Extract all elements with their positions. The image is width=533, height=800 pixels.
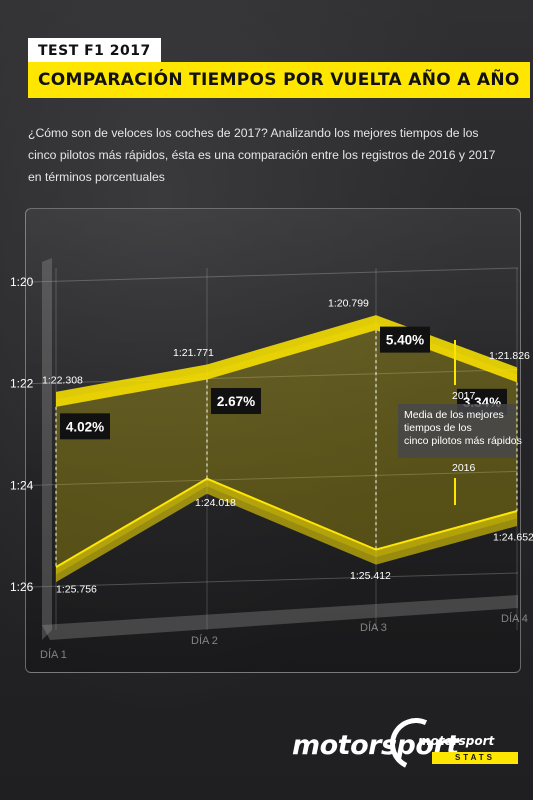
legend-note-line: tiempos de los <box>404 422 472 434</box>
percent-label: 2.67% <box>217 394 255 409</box>
y-axis-wall <box>42 258 52 640</box>
brand-logo: motorsport <box>292 730 459 761</box>
legend-2016-label: 2016 <box>452 462 476 474</box>
series-2016-ribbon <box>56 478 517 583</box>
legend-2017-label: 2017 <box>452 390 476 402</box>
grid-line <box>29 572 519 588</box>
percent-box <box>380 326 430 353</box>
percent-box <box>211 388 261 415</box>
data-label-2017: 1:21.771 <box>173 347 214 359</box>
x-tick-label: DÍA 4 <box>501 612 528 625</box>
x-tick-label: DÍA 2 <box>191 634 218 647</box>
data-label-2016: 1:24.652 <box>493 531 533 543</box>
percent-label: 4.02% <box>66 419 104 434</box>
header-tag: TEST F1 2017 <box>28 38 161 64</box>
percent-box <box>60 413 110 440</box>
x-tick-label: DÍA 3 <box>360 621 387 634</box>
grid-line <box>29 369 519 385</box>
grid-line <box>29 470 519 486</box>
data-label-2017: 1:20.799 <box>328 298 369 310</box>
y-tick-label: 1:22 <box>10 377 34 391</box>
x-tick-label: DÍA 1 <box>40 648 67 661</box>
intro-text: ¿Cómo son de veloces los coches de 2017?… <box>28 126 496 184</box>
data-label-2017: 1:22.308 <box>42 374 83 386</box>
page-title: COMPARACIÓN TIEMPOS POR VUELTA AÑO A AÑO <box>28 62 530 98</box>
y-tick-label: 1:26 <box>10 580 34 594</box>
data-label-2017: 1:21.826 <box>489 350 530 362</box>
legend-note-line: cinco pilotos más rápidos <box>404 435 522 447</box>
percent-label: 5.40% <box>386 333 424 348</box>
series-2016-line <box>55 477 518 568</box>
data-label-2016: 1:24.018 <box>195 497 236 509</box>
y-tick-label: 1:20 <box>10 275 34 289</box>
stats-badge: STATS <box>432 752 518 764</box>
brand-small-logo: motorsport <box>418 734 495 748</box>
legend-note-box <box>398 404 516 458</box>
grid-line <box>29 267 519 283</box>
legend-note-line: Media de los mejores <box>404 409 504 421</box>
data-label-2016: 1:25.412 <box>350 570 391 582</box>
data-label-2016: 1:25.756 <box>56 584 97 596</box>
y-tick-label: 1:24 <box>10 478 34 492</box>
x-axis-floor <box>42 595 518 640</box>
